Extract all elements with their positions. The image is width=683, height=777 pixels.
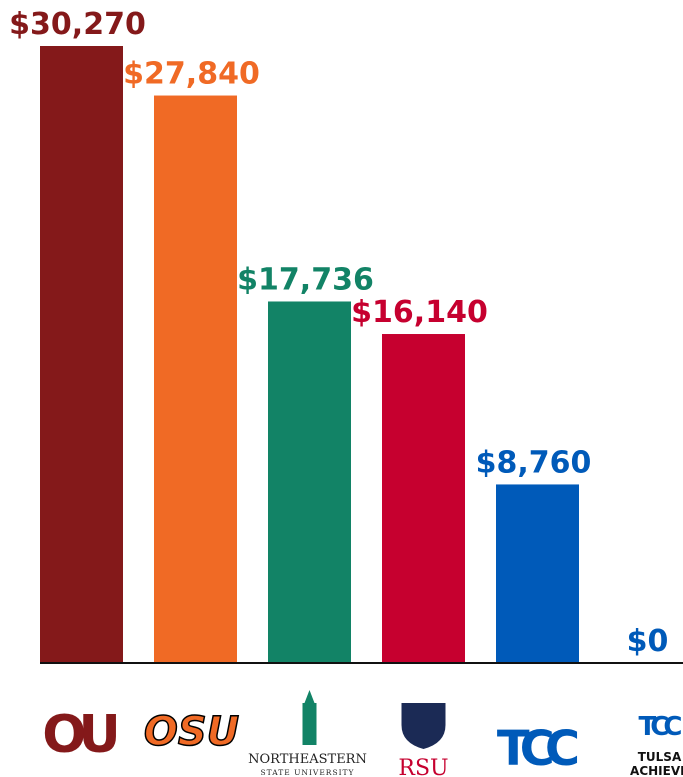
value-label: $8,760 — [476, 445, 592, 480]
rsu-shield — [401, 703, 446, 749]
value-label: $27,840 — [123, 57, 260, 92]
nsu-name: NORTHEASTERN — [248, 752, 367, 767]
bar — [382, 334, 465, 663]
nsu-spire — [304, 690, 315, 703]
nsu-tower — [302, 703, 317, 745]
tcc-small-logo: TCC — [639, 712, 682, 742]
value-label: $0 — [627, 624, 669, 659]
ou-logo: OU — [42, 705, 116, 765]
rsu-name: RSU — [398, 756, 448, 777]
bar — [40, 46, 123, 663]
value-label: $30,270 — [9, 7, 146, 42]
bar — [154, 95, 237, 663]
value-label: $16,140 — [351, 295, 488, 330]
bar — [496, 484, 579, 663]
osu-logo: OSU — [144, 709, 239, 755]
achieves-text: ACHIEVES — [630, 764, 683, 777]
value-label: $17,736 — [237, 262, 374, 297]
tulsa-text: TULSA — [638, 750, 682, 764]
tcc-logo: TCC — [497, 721, 578, 777]
nsu-sub: STATE UNIVERSITY — [260, 768, 354, 777]
bar — [268, 301, 351, 663]
